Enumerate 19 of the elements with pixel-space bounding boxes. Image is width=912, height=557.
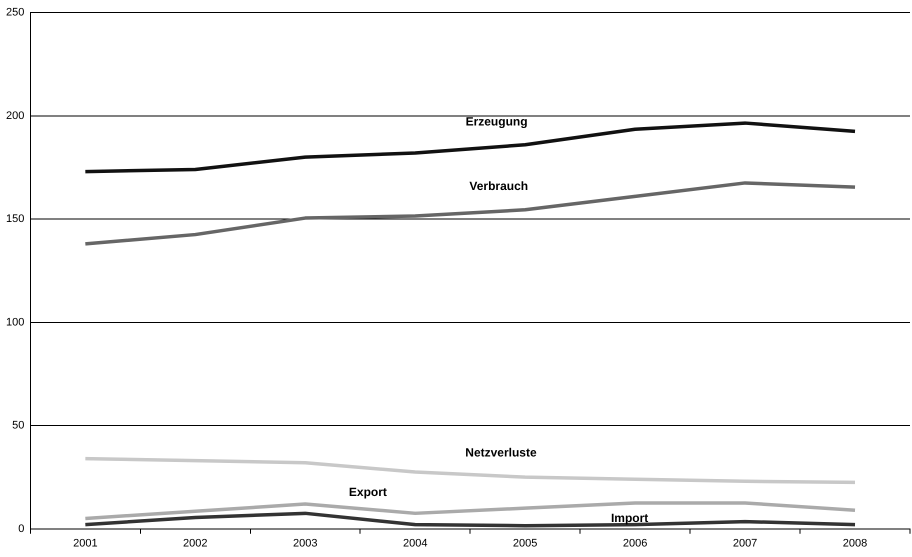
y-tick-label: 150 — [6, 213, 24, 226]
series-label: Import — [610, 510, 648, 525]
series-label: Export — [348, 485, 387, 500]
series-label: Verbrauch — [469, 178, 528, 193]
y-tick-label: 0 — [18, 522, 24, 535]
x-tick-label: 2001 — [73, 537, 98, 550]
y-tick-label: 100 — [6, 316, 24, 328]
x-tick-label: 2005 — [512, 537, 538, 550]
y-tick-label: 200 — [6, 110, 24, 122]
y-tick-label: 50 — [12, 420, 24, 432]
series-label: Erzeugung — [466, 114, 528, 128]
x-tick-label: 2008 — [842, 537, 868, 550]
x-tick-label: 2006 — [622, 537, 648, 550]
x-tick-label: 2003 — [293, 537, 318, 550]
x-tick-label: 2004 — [402, 537, 428, 550]
x-tick-label: 2002 — [183, 537, 208, 550]
y-tick-label: 250 — [6, 6, 24, 19]
x-tick-label: 2007 — [732, 537, 758, 550]
series-label: Netzverluste — [465, 446, 537, 460]
